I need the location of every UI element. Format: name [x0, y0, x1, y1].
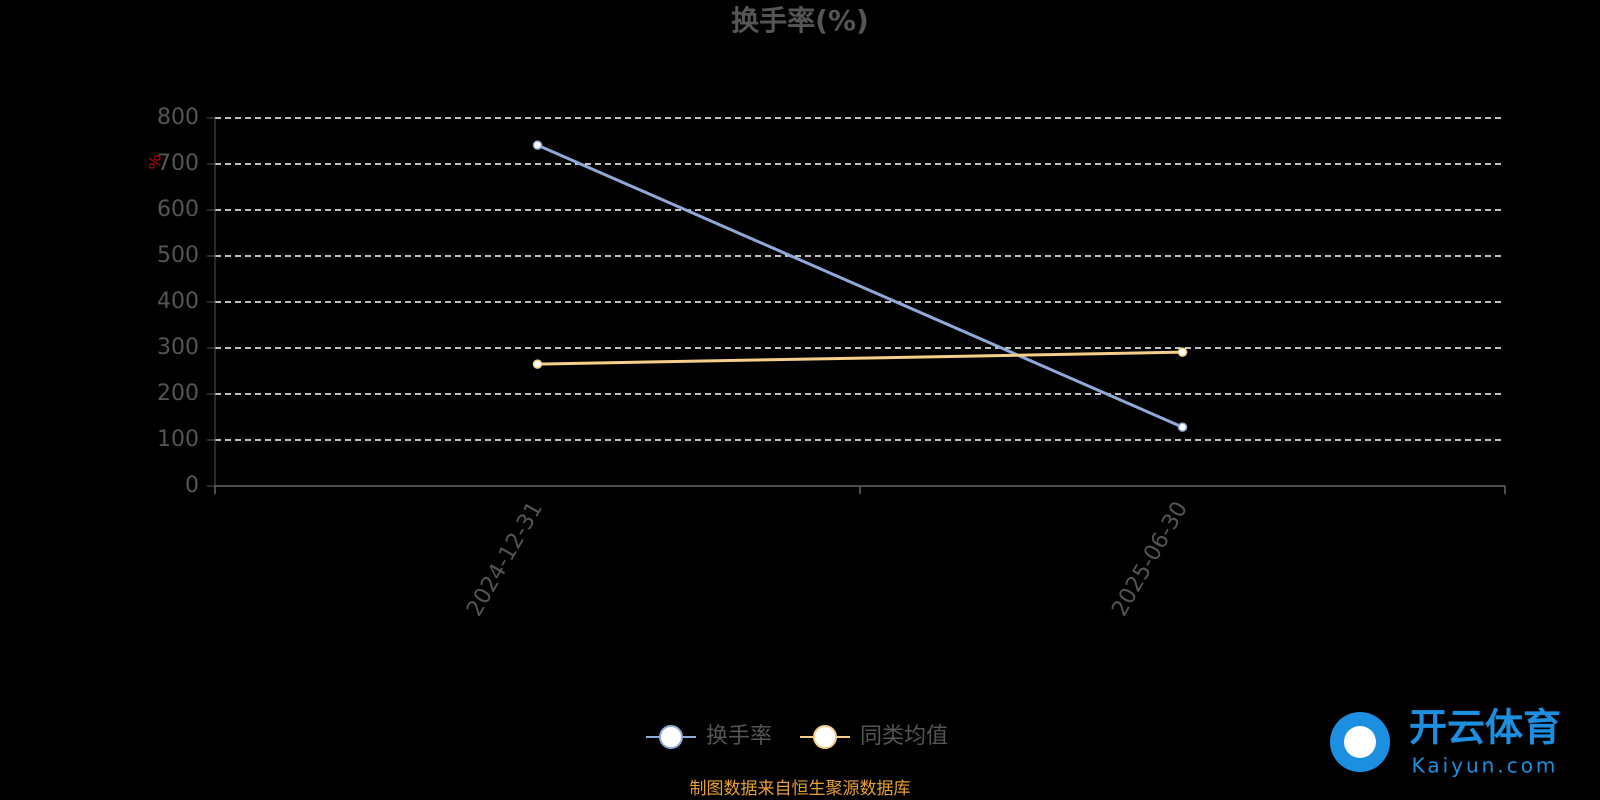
- legend-item: 同类均值: [800, 724, 948, 749]
- series-line: [537, 350, 1183, 366]
- data-point: [532, 140, 543, 150]
- data-point: [1177, 347, 1188, 357]
- y-tick-label: 0: [185, 473, 199, 498]
- watermark-ball: [1344, 726, 1376, 758]
- watermark-url: Kaiyun.com: [1412, 754, 1559, 778]
- y-tick-label: 700: [157, 151, 199, 176]
- data-point: [532, 359, 543, 369]
- x-tick-label: 2025-06-30: [1107, 498, 1193, 621]
- y-unit: %: [146, 154, 165, 169]
- legend-symbol: [659, 725, 683, 749]
- y-tick-label: 300: [157, 335, 199, 360]
- data-point: [1177, 422, 1188, 432]
- series-line: [536, 143, 1184, 429]
- legend: 换手率 同类均值: [646, 724, 948, 749]
- legend-label: 同类均值: [860, 724, 948, 749]
- watermark-text: 开云体育: [1409, 706, 1561, 750]
- source-note: 制图数据来自恒生聚源数据库: [690, 779, 911, 799]
- y-tick-label: 500: [157, 243, 199, 268]
- watermark: 开云体育 Kaiyun.com: [1330, 706, 1561, 778]
- y-tick-label: 800: [157, 105, 199, 130]
- y-tick-label: 200: [157, 381, 199, 406]
- x-tick-label: 2024-12-31: [462, 498, 548, 621]
- y-tick-label: 100: [157, 427, 199, 452]
- y-tick-label: 400: [157, 289, 199, 314]
- chart-title: 换手率(%): [731, 4, 869, 37]
- legend-symbol: [813, 725, 838, 749]
- legend-label: 换手率: [706, 724, 772, 749]
- legend-item: 换手率: [646, 724, 772, 749]
- y-tick-label: 600: [157, 197, 199, 222]
